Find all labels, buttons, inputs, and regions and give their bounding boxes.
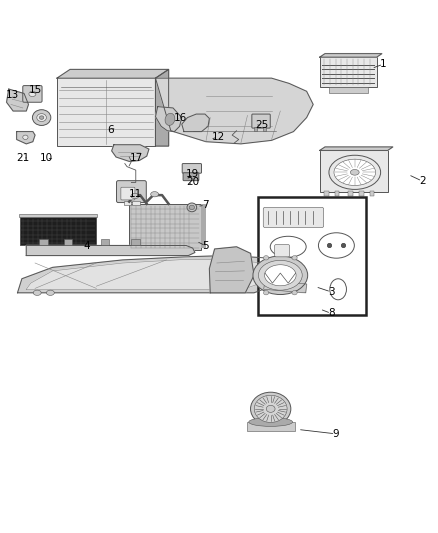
Bar (124, 201, 131, 205)
Bar (335, 191, 339, 197)
Ellipse shape (39, 116, 44, 119)
Ellipse shape (266, 405, 275, 413)
Ellipse shape (37, 114, 46, 122)
Polygon shape (112, 145, 149, 161)
Text: 19: 19 (186, 168, 199, 179)
FancyBboxPatch shape (183, 173, 199, 181)
Ellipse shape (32, 110, 51, 125)
Ellipse shape (253, 256, 307, 295)
Bar (201, 204, 206, 248)
Polygon shape (7, 89, 28, 111)
Ellipse shape (263, 290, 268, 295)
Polygon shape (155, 78, 313, 144)
Ellipse shape (189, 205, 194, 209)
Bar (57, 78, 155, 146)
Ellipse shape (46, 290, 54, 295)
Ellipse shape (330, 279, 346, 300)
Ellipse shape (23, 135, 28, 140)
Ellipse shape (249, 418, 293, 426)
Polygon shape (18, 255, 289, 293)
Bar (320, 57, 377, 87)
Polygon shape (26, 246, 195, 255)
Bar (131, 239, 140, 246)
Bar (328, 87, 368, 93)
Bar (20, 217, 96, 246)
Bar (320, 150, 388, 192)
Text: 17: 17 (130, 154, 143, 163)
Text: 1: 1 (380, 59, 387, 69)
Ellipse shape (334, 159, 376, 185)
Text: 6: 6 (107, 125, 114, 135)
Text: 9: 9 (332, 429, 339, 439)
FancyBboxPatch shape (263, 207, 324, 228)
Ellipse shape (329, 155, 381, 189)
FancyBboxPatch shape (275, 245, 290, 257)
Ellipse shape (131, 193, 139, 199)
Text: 12: 12 (212, 132, 225, 142)
Bar (101, 239, 110, 246)
Bar (258, 197, 366, 314)
Polygon shape (155, 69, 169, 146)
FancyBboxPatch shape (23, 86, 42, 102)
Polygon shape (320, 147, 393, 150)
Ellipse shape (251, 392, 291, 425)
FancyBboxPatch shape (252, 114, 270, 128)
Ellipse shape (151, 191, 159, 197)
Bar (64, 239, 72, 246)
FancyBboxPatch shape (121, 187, 135, 200)
Bar (19, 214, 97, 217)
Bar (39, 239, 48, 246)
Ellipse shape (270, 236, 306, 257)
Bar (359, 191, 364, 197)
Text: 10: 10 (40, 154, 53, 163)
Text: 4: 4 (83, 241, 90, 251)
Polygon shape (320, 54, 382, 57)
Polygon shape (209, 247, 254, 293)
Text: 21: 21 (16, 154, 29, 163)
Ellipse shape (187, 203, 197, 212)
Ellipse shape (292, 290, 297, 295)
Ellipse shape (318, 233, 354, 258)
Ellipse shape (350, 169, 359, 175)
Ellipse shape (165, 114, 175, 125)
Text: 5: 5 (202, 241, 209, 251)
Text: 16: 16 (174, 112, 187, 123)
Bar (263, 127, 266, 131)
Bar (129, 204, 201, 250)
Bar (132, 201, 140, 205)
Polygon shape (182, 114, 209, 132)
FancyBboxPatch shape (182, 164, 201, 173)
Polygon shape (155, 107, 182, 132)
Polygon shape (57, 69, 169, 78)
Ellipse shape (29, 91, 36, 96)
Text: 11: 11 (129, 189, 142, 199)
Ellipse shape (254, 395, 287, 423)
FancyBboxPatch shape (117, 181, 146, 203)
Polygon shape (17, 132, 35, 144)
Ellipse shape (264, 256, 269, 260)
Ellipse shape (292, 256, 297, 260)
Bar (324, 191, 328, 197)
Text: 3: 3 (328, 287, 335, 297)
Polygon shape (26, 260, 274, 289)
Ellipse shape (33, 290, 41, 295)
Text: 8: 8 (328, 309, 335, 318)
Text: 2: 2 (419, 176, 426, 186)
Text: 15: 15 (28, 85, 42, 95)
Bar (348, 191, 353, 197)
Bar (247, 422, 295, 431)
Text: 20: 20 (186, 177, 199, 187)
Bar (254, 127, 257, 131)
Bar (370, 191, 374, 197)
Text: 7: 7 (201, 200, 208, 210)
Text: 25: 25 (255, 120, 268, 131)
Ellipse shape (265, 265, 296, 286)
Text: 13: 13 (6, 90, 19, 100)
Ellipse shape (258, 260, 302, 290)
Polygon shape (264, 280, 307, 293)
